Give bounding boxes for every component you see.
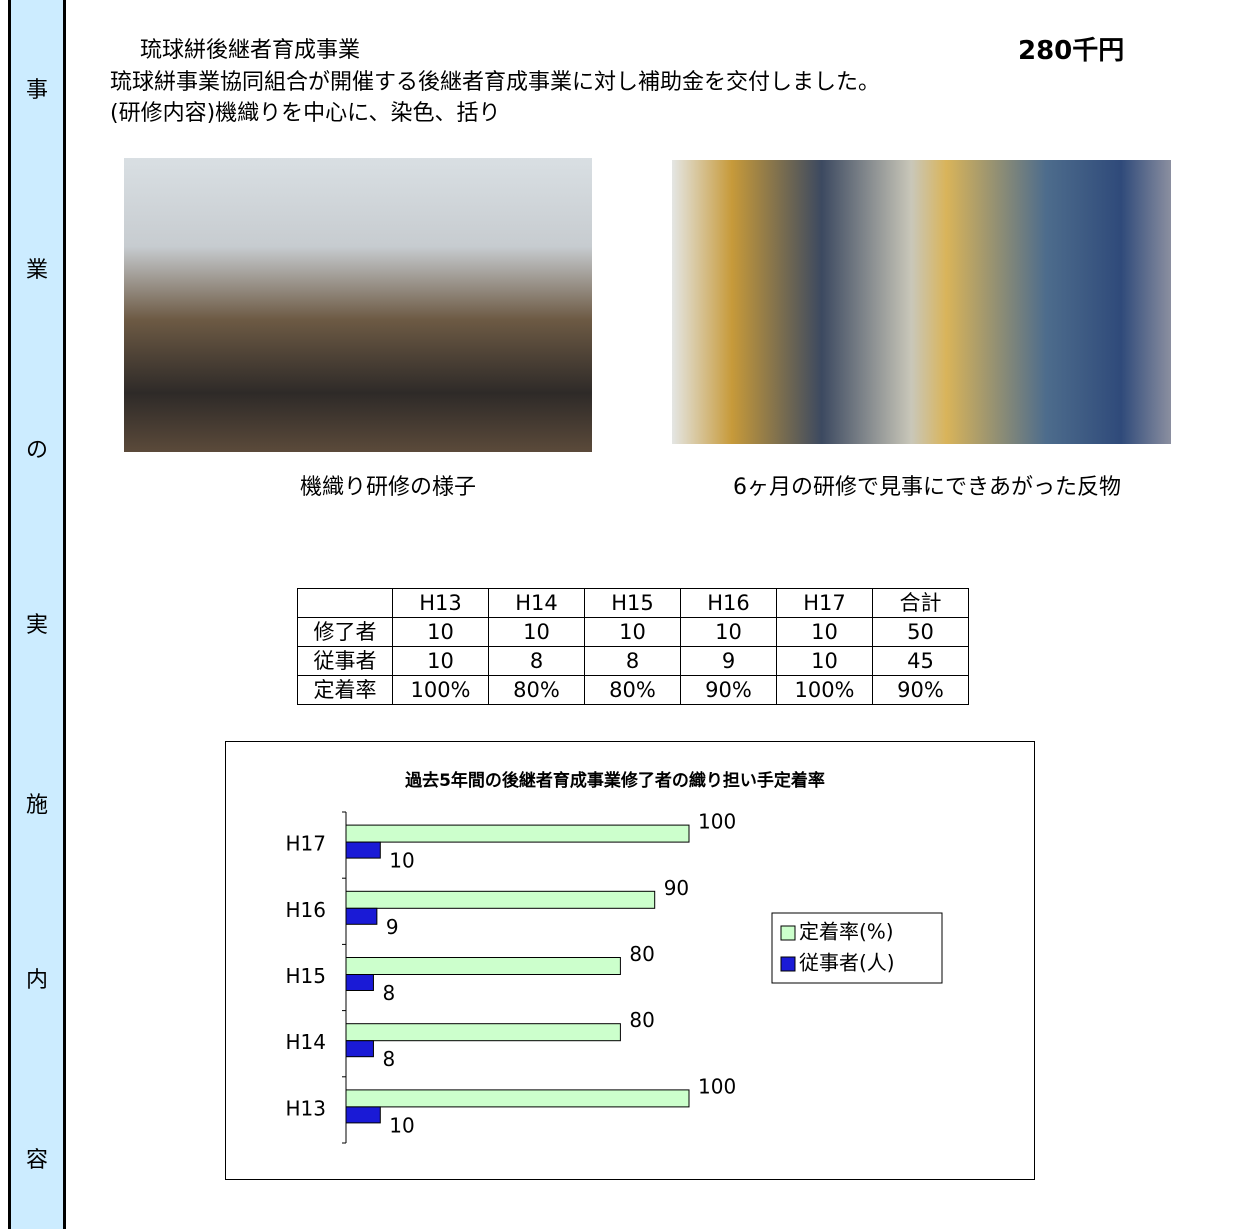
bar	[346, 975, 373, 991]
chart-title: 過去5年間の後継者育成事業修了者の織り担い手定着率	[405, 770, 825, 791]
bar	[346, 825, 689, 842]
title: 琉球絣後継者育成事業	[140, 32, 360, 64]
table-cell: 80%	[585, 676, 681, 705]
table-header: H16	[681, 589, 777, 618]
data-label: 100	[698, 810, 736, 834]
category-label: H16	[286, 898, 327, 922]
bar	[346, 908, 377, 924]
amount: 280千円	[1018, 30, 1124, 67]
table-cell: 10	[393, 647, 489, 676]
table-cell: 90%	[681, 676, 777, 705]
row-label: 定着率	[298, 676, 393, 705]
sidebar-label: 業	[11, 252, 63, 284]
table-header: H17	[777, 589, 873, 618]
sidebar-label: 施	[11, 787, 63, 819]
bar	[346, 958, 620, 975]
table-cell: 10	[489, 618, 585, 647]
bar	[346, 1041, 373, 1057]
data-label: 8	[382, 1047, 395, 1071]
table-cell: 50	[873, 618, 969, 647]
category-label: H13	[286, 1096, 327, 1120]
bar	[346, 891, 655, 908]
row-label: 修了者	[298, 618, 393, 647]
table-header: 合計	[873, 589, 969, 618]
table-cell: 100%	[777, 676, 873, 705]
data-label: 10	[389, 1113, 414, 1137]
table-cell: 80%	[489, 676, 585, 705]
data-label: 80	[629, 942, 654, 966]
caption: 機織り研修の様子	[300, 469, 476, 501]
sidebar-label: 実	[11, 607, 63, 639]
data-label: 9	[386, 915, 399, 939]
sidebar-label: 事	[11, 72, 63, 104]
legend-label: 従事者(人)	[799, 951, 895, 975]
table-cell: 8	[489, 647, 585, 676]
photo	[124, 158, 592, 452]
table-cell: 10	[393, 618, 489, 647]
table-cell: 8	[585, 647, 681, 676]
category-label: H17	[286, 832, 327, 856]
sidebar-label: 内	[11, 962, 63, 994]
legend-label: 定着率(%)	[799, 920, 894, 944]
sidebar-label: の	[11, 432, 63, 464]
table-header: H13	[393, 589, 489, 618]
page: 事 業 の 実 施 内 容 琉球絣後継者育成事業 280千円 琉球絣事業協同組合…	[0, 0, 1259, 1229]
legend-swatch	[781, 957, 795, 971]
table-cell: 10	[777, 618, 873, 647]
bar	[346, 842, 380, 858]
table-cell: 90%	[873, 676, 969, 705]
data-label: 80	[629, 1008, 654, 1032]
data-label: 100	[698, 1074, 736, 1098]
table-cell: 10	[681, 618, 777, 647]
data-label: 90	[664, 876, 689, 900]
bar	[346, 1090, 689, 1107]
legend-swatch	[781, 926, 795, 940]
category-label: H15	[286, 964, 327, 988]
category-label: H14	[286, 1030, 327, 1054]
table-cell: 45	[873, 647, 969, 676]
text-line: (研修内容)機織りを中心に、染色、括り	[110, 95, 501, 127]
caption: 6ヶ月の研修で見事にできあがった反物	[733, 469, 1121, 501]
chart: 過去5年間の後継者育成事業修了者の織り担い手定着率 H13 100 10 H14 80 8…	[225, 741, 1035, 1180]
photo	[672, 160, 1171, 444]
bar	[346, 1107, 380, 1123]
data-label: 10	[389, 849, 414, 873]
table-cell: 10	[585, 618, 681, 647]
bar	[346, 1024, 620, 1041]
table-cell: 10	[777, 647, 873, 676]
table-cell: 100%	[393, 676, 489, 705]
sidebar-label: 容	[11, 1142, 63, 1174]
table-header: H15	[585, 589, 681, 618]
text-line: 琉球絣事業協同組合が開催する後継者育成事業に対し補助金を交付しました。	[110, 64, 880, 96]
row-label: 従事者	[298, 647, 393, 676]
data-label: 8	[382, 981, 395, 1005]
sidebar: 事 業 の 実 施 内 容	[8, 0, 66, 1229]
table-cell	[298, 589, 393, 618]
table-cell: 9	[681, 647, 777, 676]
table-header: H14	[489, 589, 585, 618]
